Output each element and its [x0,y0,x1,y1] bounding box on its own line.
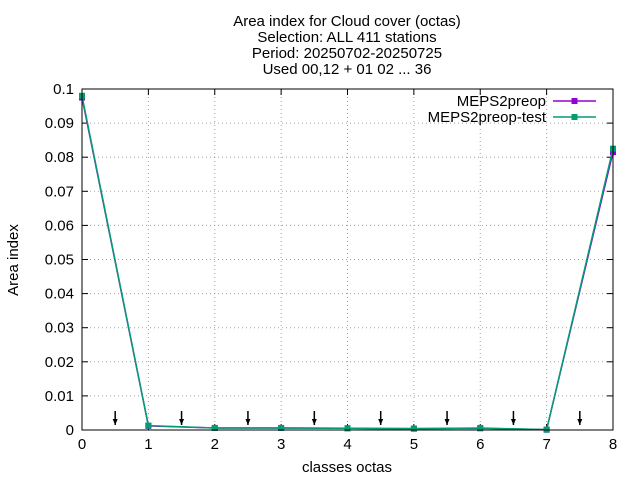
y-tick-label: 0 [66,422,74,439]
legend-marker-2 [571,114,578,120]
x-tick-label: 7 [542,436,550,453]
class-markers [112,411,583,425]
legend-label-1: MEPS2preop [457,93,546,110]
y-tick-label: 0.09 [45,115,74,132]
y-tick-label: 0.08 [45,149,74,166]
y-tick-label: 0.06 [45,217,74,234]
x-tick-label: 5 [410,436,418,453]
series-2-point [477,424,484,431]
y-tick-label: 0.05 [45,252,74,269]
y-axis-label: Area index [5,224,22,296]
x-tick-label: 3 [277,436,285,453]
class-marker-arrow [245,419,251,425]
y-tick-label: 0.04 [45,286,74,303]
series-line-1 [81,97,614,431]
class-marker-arrow [179,419,185,425]
series-2-point [145,422,152,429]
title-line-3: Period: 20250702-20250725 [252,45,442,62]
legend-marker-1 [571,98,578,104]
class-marker-arrow [577,419,583,425]
title-line-2: Selection: ALL 411 stations [257,29,436,46]
series-2-point [344,425,351,432]
x-tick-label: 6 [476,436,484,453]
x-tick-label: 2 [211,436,219,453]
y-tick-label: 0.03 [45,320,74,337]
x-tick-label: 8 [609,436,617,453]
grid [82,89,613,430]
chart-title: Area index for Cloud cover (octas) Selec… [233,13,461,78]
class-marker-arrow [444,419,450,425]
class-marker-arrow [112,419,118,425]
y-tick-label: 0.07 [45,183,74,200]
class-marker-arrow [311,419,317,425]
y-tick-label: 0.02 [45,354,74,371]
class-marker-arrow [510,419,516,425]
axis-ticks: 0 1 2 3 4 5 6 7 8 0 0.01 0.02 0.03 0.04 0.05 0.06 0.07 0.… [45,81,617,453]
title-line-4: Used 00,12 + 01 02 ... 36 [263,61,432,78]
x-tick-label: 4 [343,436,351,453]
x-tick-label: 0 [78,436,86,453]
series-2-point [211,424,218,431]
series-2-point [410,425,417,432]
title-line-1: Area index for Cloud cover (octas) [233,13,461,30]
series-2-point [278,424,285,431]
plot-frame [81,88,614,431]
y-tick-label: 0.1 [53,81,74,98]
y-tick-label: 0.01 [45,388,74,405]
class-marker-arrow [378,419,384,425]
x-axis-label: classes octas [302,459,392,476]
x-tick-label: 1 [144,436,152,453]
legend-label-2: MEPS2preop-test [428,109,547,126]
